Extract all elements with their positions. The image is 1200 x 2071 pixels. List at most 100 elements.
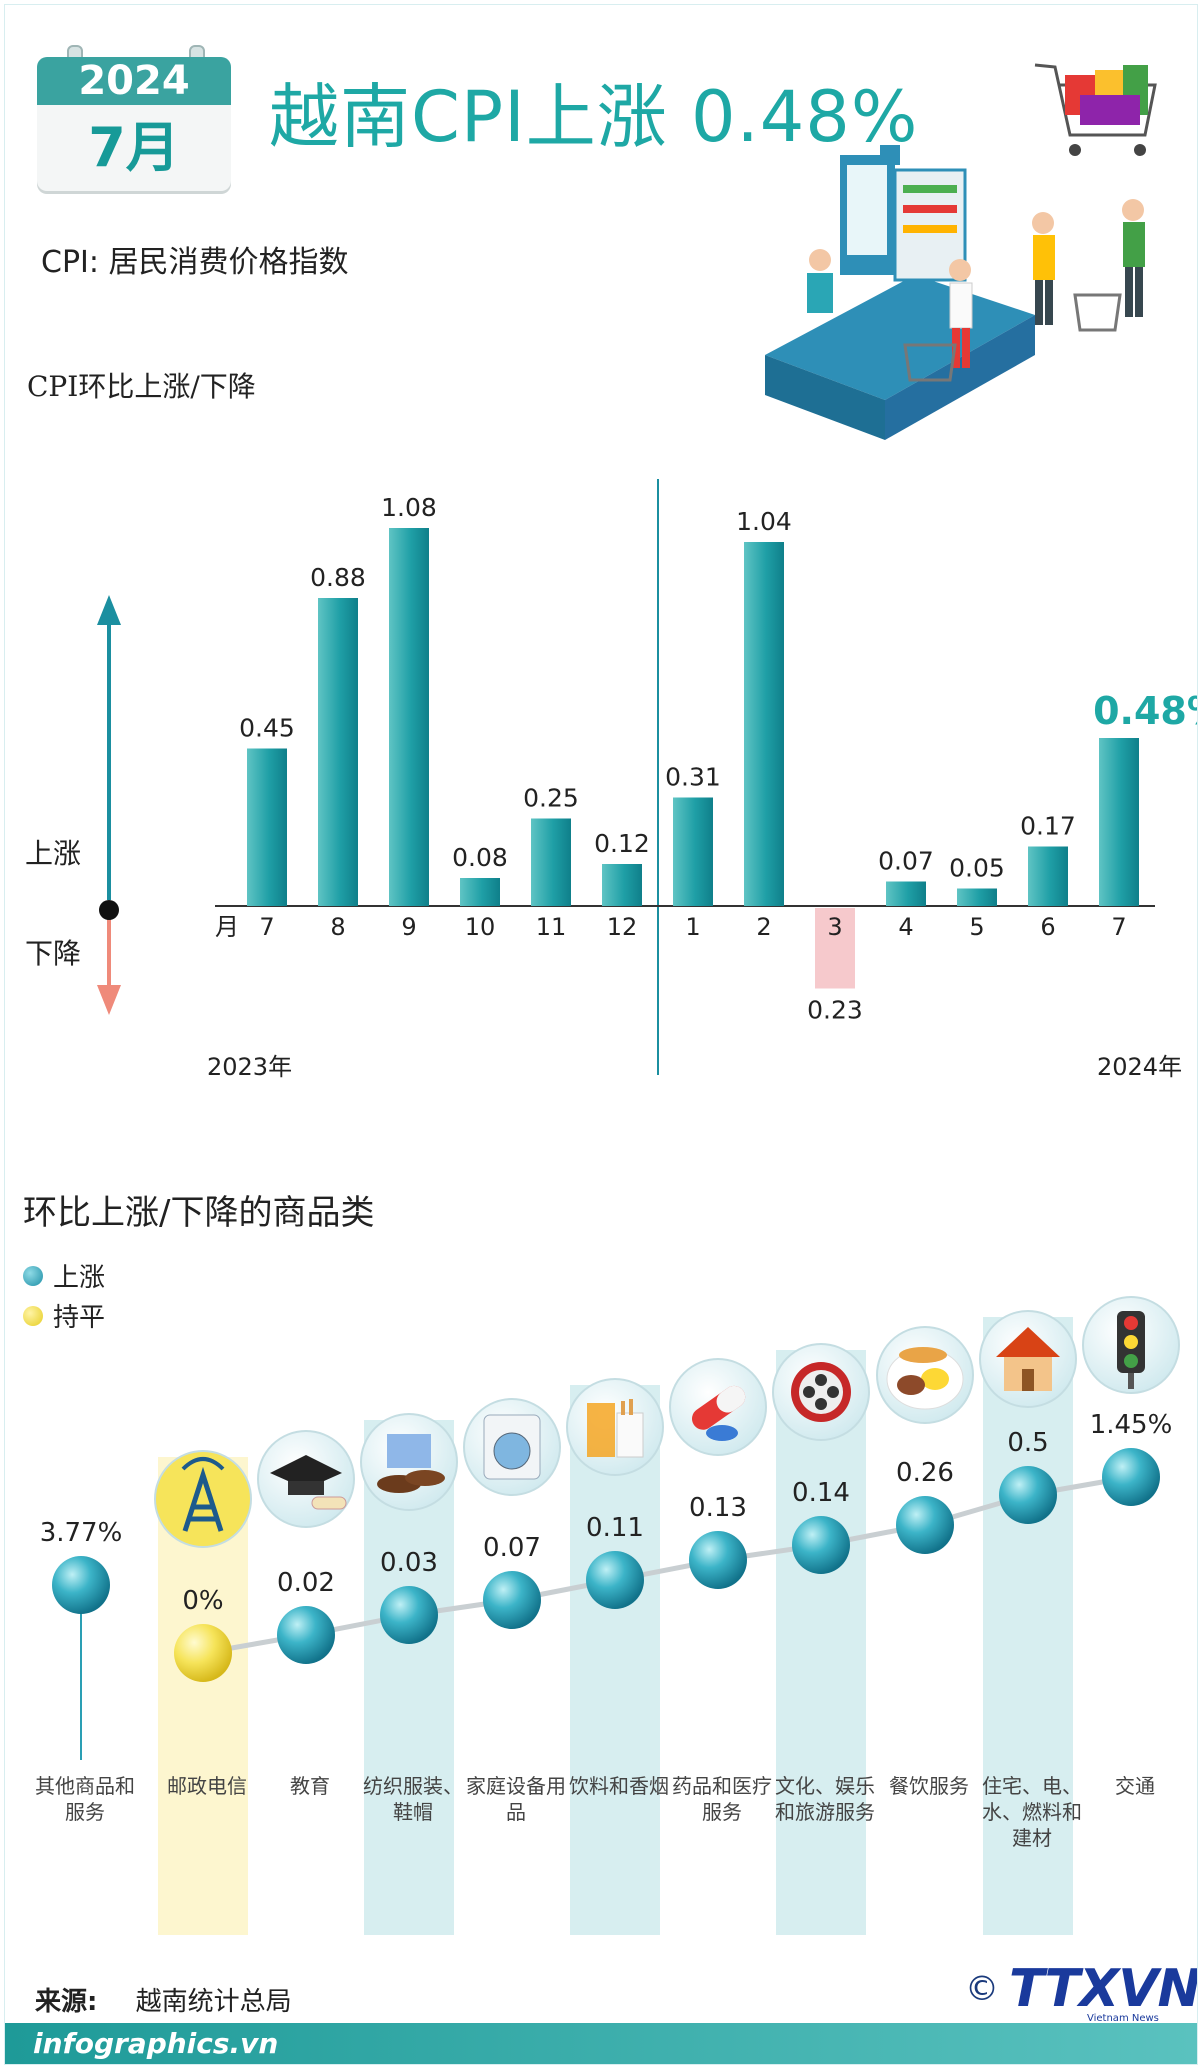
- category-value-ball: [483, 1571, 541, 1629]
- up-label: 上涨: [25, 837, 81, 870]
- bar-value-label: 0.45: [239, 714, 295, 743]
- category-value-ball: [380, 1586, 438, 1644]
- category-column-bg: [983, 1317, 1073, 1935]
- graduation-cap-icon: [257, 1430, 355, 1528]
- trend-line: [202, 1474, 1132, 1656]
- category-value-ball: [1102, 1448, 1160, 1506]
- bar-value-label: 1.08: [381, 493, 437, 522]
- category-name-label: 纺织服装、鞋帽: [363, 1774, 463, 1824]
- category-column-bg: [570, 1385, 660, 1935]
- down-arrow-icon: [97, 985, 121, 1015]
- bar-value-label: 0.12: [594, 829, 650, 858]
- bar-2024-7: [1099, 738, 1139, 906]
- footer-band: [5, 2023, 1197, 2064]
- category-name-label: 教育: [290, 1774, 330, 1798]
- category-name-label: 饮料和香烟: [569, 1774, 669, 1798]
- bar-value-label: 0.07: [878, 847, 934, 876]
- source-label: 来源:: [35, 1987, 98, 2017]
- page-title: 越南CPI上涨 0.48%: [269, 76, 919, 158]
- categories-title: 环比上涨/下降的商品类: [23, 1193, 375, 1233]
- month-axis-label: 月: [215, 913, 239, 941]
- category-column-bg: [776, 1350, 866, 1935]
- bar-2024-6: [1028, 846, 1068, 906]
- category-name-label: 交通: [1115, 1774, 1155, 1798]
- chart-title: CPI环比上涨/下降: [27, 370, 256, 403]
- film-reel-icon: [772, 1343, 870, 1441]
- washing-machine-icon: [463, 1398, 561, 1496]
- bar-2023-7: [247, 748, 287, 906]
- calendar-year: 2024: [37, 57, 231, 105]
- copyright-symbol: ©: [965, 1969, 999, 2009]
- medicine-pills-icon: [669, 1358, 767, 1456]
- category-value-ball: [689, 1531, 747, 1589]
- bar-2024-1: [673, 797, 713, 906]
- calendar-month: 7月: [37, 105, 231, 191]
- category-value-label: 0.26: [896, 1458, 954, 1488]
- up-arrow-icon: [97, 595, 121, 625]
- bar-2023-12: [602, 864, 642, 906]
- categories-chart: 3.77% 0% 0.02 0.03 0.07 0.11 0.13 0.14 0.26 0.5 1.…: [40, 1296, 1180, 1935]
- category-value-ball: [896, 1496, 954, 1554]
- legend-up-dot: [23, 1265, 43, 1286]
- category-name-label: 家庭设备用品: [466, 1774, 566, 1824]
- category-value-ball: [52, 1556, 110, 1614]
- category-value-label: 0.02: [277, 1568, 335, 1598]
- category-name-label: 邮政电信: [167, 1774, 247, 1798]
- traffic-light-icon: [1082, 1296, 1180, 1394]
- month-tick-label: 1: [685, 913, 700, 941]
- legend-flat-label: 持平: [53, 1303, 106, 1333]
- source-line: 来源: 越南统计总局: [35, 1981, 292, 2018]
- category-name-label: 餐饮服务: [889, 1774, 969, 1798]
- month-tick-label: 7: [1111, 913, 1126, 941]
- month-tick-label: 9: [401, 913, 416, 941]
- site-link[interactable]: infographics.vn: [33, 2027, 279, 2060]
- category-value-ball: [792, 1516, 850, 1574]
- month-tick-label: 3: [827, 913, 842, 941]
- bar-value-label: 0.31: [665, 763, 721, 792]
- meal-plate-icon: [876, 1326, 974, 1424]
- month-tick-label: 2: [756, 913, 771, 941]
- bar-value-label: 0.08: [452, 843, 508, 872]
- month-tick-label: 8: [330, 913, 345, 941]
- month-tick-label: 4: [898, 913, 913, 941]
- category-value-label: 0.03: [380, 1548, 438, 1578]
- bar-2024-2: [744, 542, 784, 906]
- year-label-2023: 2023年: [207, 1053, 292, 1081]
- category-name-label: 住宅、电、水、燃料和建材: [982, 1774, 1082, 1850]
- category-value-label: 0.11: [586, 1513, 644, 1543]
- category-value-label: 3.77%: [40, 1518, 123, 1548]
- bar-value-label: 0.05: [949, 854, 1005, 883]
- category-value-ball: [586, 1551, 644, 1609]
- agency-logo: © TTXVN: [965, 1959, 1198, 2019]
- highlight-value-label: 0.48%: [1093, 689, 1197, 733]
- bar-2024-4: [886, 881, 926, 906]
- month-tick-label: 7: [259, 913, 274, 941]
- cpi-bar-chart: 上涨 下降 月 70.4580.8891.08100.08110.25120.1…: [25, 479, 1197, 1081]
- source-text: 越南统计总局: [135, 1987, 292, 2017]
- month-tick-label: 6: [1040, 913, 1055, 941]
- month-tick-label: 12: [607, 913, 638, 941]
- category-name-label: 药品和医疗服务: [672, 1774, 772, 1824]
- bar-2023-9: [389, 528, 429, 906]
- month-tick-label: 10: [465, 913, 496, 941]
- category-value-label: 0.5: [1007, 1428, 1048, 1458]
- legend-up-label: 上涨: [53, 1263, 106, 1293]
- drink-cigarettes-icon: [566, 1378, 664, 1476]
- bar-value-label: 1.04: [736, 507, 792, 536]
- category-value-label: 0.14: [792, 1478, 850, 1508]
- bar-value-label: 0.25: [523, 784, 579, 813]
- category-name-label: 其他商品和服务: [35, 1774, 135, 1824]
- agency-name: TTXVN: [1009, 1959, 1198, 2019]
- category-value-label: 0%: [182, 1586, 223, 1616]
- radio-tower-icon: [154, 1450, 252, 1548]
- supermarket-illustration-icon: [765, 63, 1157, 440]
- legend-item-up: 上涨: [23, 1257, 105, 1294]
- month-tick-label: 11: [536, 913, 567, 941]
- month-tick-label: 5: [969, 913, 984, 941]
- bar-value-label: 0.88: [310, 563, 366, 592]
- bar-2023-11: [531, 818, 571, 906]
- category-name-label: 文化、娱乐和旅游服务: [775, 1774, 875, 1824]
- category-value-label: 0.13: [689, 1493, 747, 1523]
- year-label-2024: 2024年: [1097, 1053, 1182, 1081]
- shopping-cart-icon: [1034, 63, 1157, 156]
